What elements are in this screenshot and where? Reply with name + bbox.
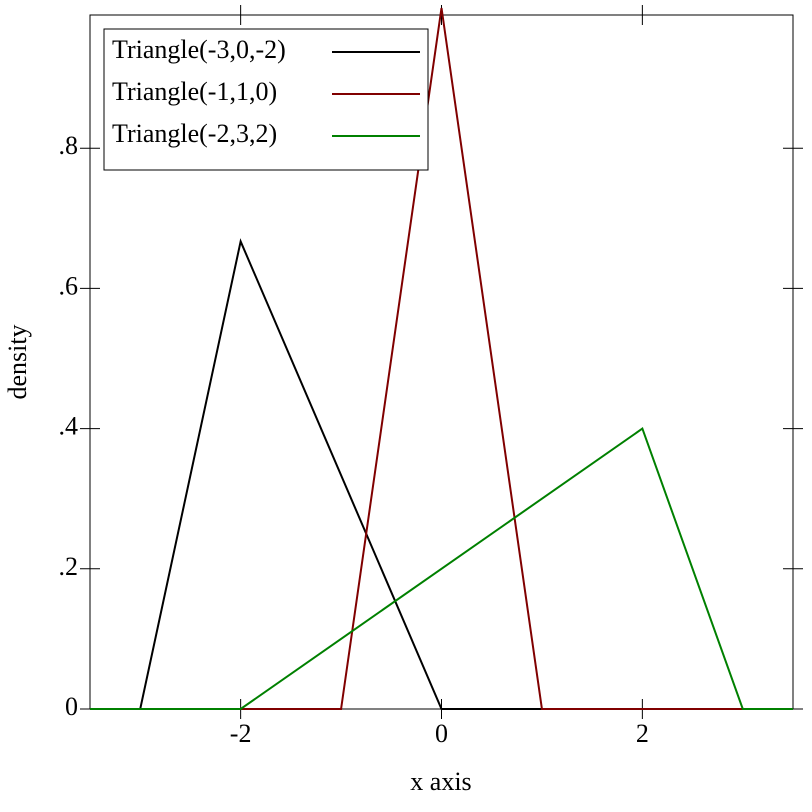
y-axis-label: density [3, 324, 32, 399]
y-tick-label: .4 [59, 412, 79, 441]
x-tick-label: -2 [230, 719, 252, 748]
line [90, 238, 793, 710]
legend-label: Triangle(-2,3,2) [112, 119, 277, 148]
line [90, 7, 793, 710]
y-tick-label: .8 [59, 131, 79, 160]
x-tick-label: 2 [636, 719, 649, 748]
legend-label: Triangle(-1,1,0) [112, 77, 277, 106]
legend-label: Triangle(-3,0,-2) [112, 35, 286, 64]
line [90, 427, 793, 710]
y-tick-label: 0 [65, 692, 78, 721]
x-tick-label: 0 [435, 719, 448, 748]
y-tick-label: .6 [59, 271, 79, 300]
y-tick-label: .2 [59, 552, 79, 581]
x-axis-label: x axis [410, 767, 471, 796]
